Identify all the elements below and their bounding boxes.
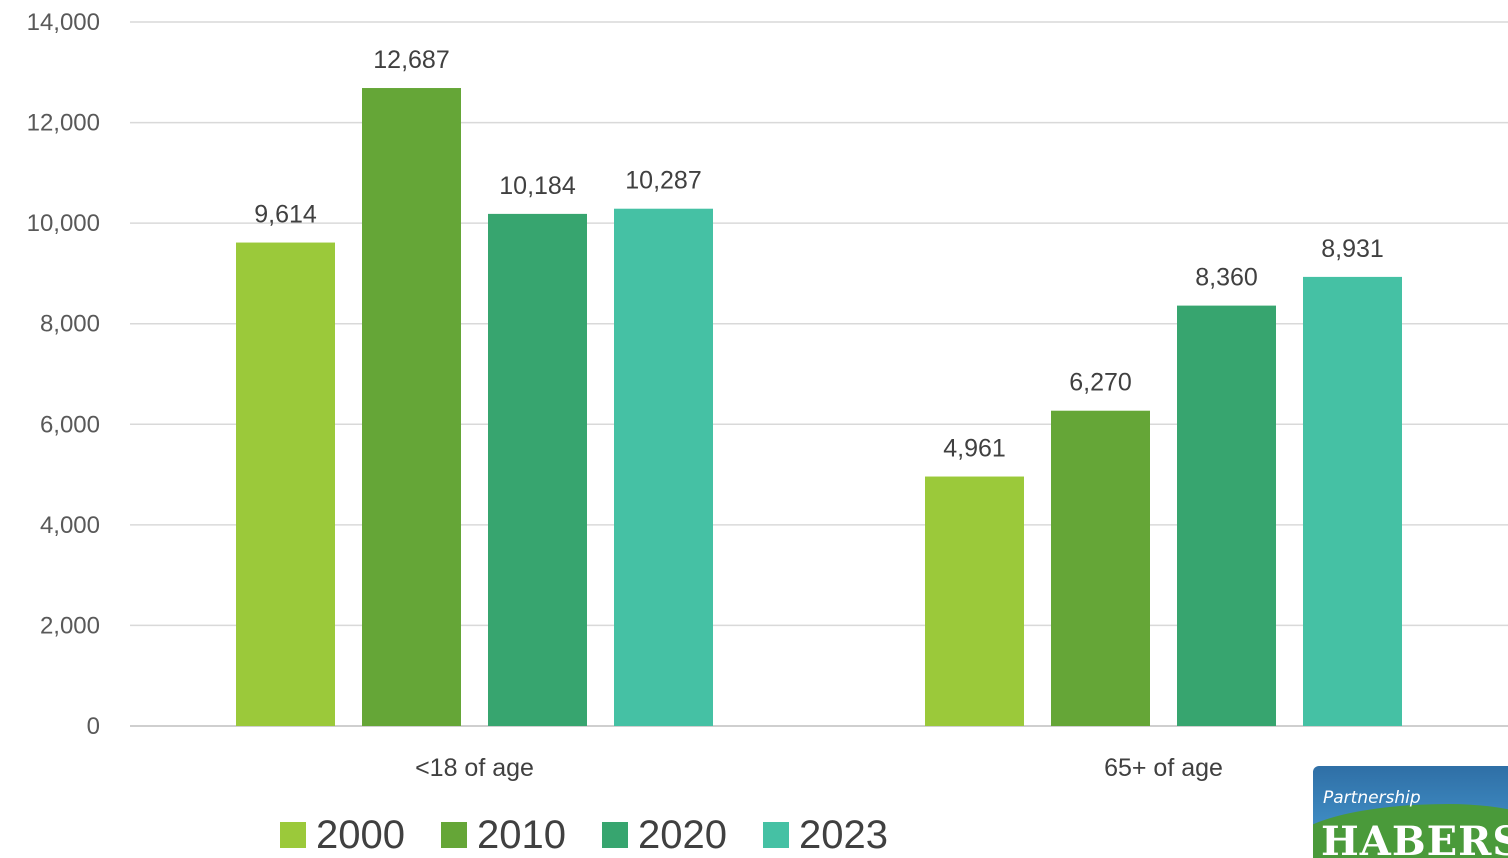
legend-swatch: [441, 822, 468, 848]
y-tick-label: 10,000: [27, 210, 100, 237]
legend-label: 2000: [316, 813, 406, 857]
legend-label: 2010: [477, 813, 566, 857]
bar: [1051, 410, 1150, 726]
data-label: 10,184: [499, 172, 576, 200]
legend-item: 2000: [280, 812, 405, 858]
gridlines: [130, 21, 1508, 727]
bar: [925, 476, 1024, 726]
bar: [1303, 276, 1402, 726]
y-axis-ticks: 0 2,000 4,000 6,000 8,000 10,000 12,000 14,000: [27, 9, 100, 740]
y-tick-label: 0: [87, 713, 100, 740]
partnership-habers-logo: Partnership HABERS: [1313, 766, 1508, 858]
legend: 2000 2010 2020 2023: [0, 812, 1508, 858]
bar: [236, 242, 335, 726]
y-tick-label: 4,000: [40, 512, 100, 539]
data-label: 12,687: [373, 46, 449, 74]
bar: [362, 88, 461, 726]
logo-big-text: HABERS: [1321, 818, 1508, 858]
data-label: 9,614: [254, 201, 317, 229]
data-label: 4,961: [943, 435, 1006, 463]
data-label: 8,931: [1321, 235, 1384, 263]
legend-label: 2020: [638, 813, 727, 857]
legend-swatch: [602, 822, 628, 848]
y-tick-label: 6,000: [40, 411, 100, 438]
y-tick-label: 12,000: [27, 110, 100, 137]
bar: [614, 208, 713, 726]
bar: [1177, 305, 1276, 726]
bar: [488, 213, 587, 727]
logo-small-text: Partnership: [1323, 788, 1421, 808]
legend-swatch: [762, 822, 789, 848]
legend-item: 2023: [762, 812, 888, 858]
bar-chart: 02,0004,0006,0008,00010,00012,00014,000 …: [27, 9, 1508, 782]
data-label: 8,360: [1195, 264, 1258, 292]
bars: [236, 88, 1402, 727]
data-label: 10,287: [625, 167, 701, 195]
legend-swatch: [280, 822, 307, 848]
data-label: 6,270: [1069, 369, 1132, 397]
category-label: 65+ of age: [1104, 754, 1223, 782]
category-labels: <18 of age 65+ of age: [415, 754, 1223, 782]
y-tick-label: 8,000: [40, 311, 100, 338]
legend-item: 2010: [441, 812, 566, 858]
legend-item: 2020: [602, 812, 727, 858]
y-tick-label: 2,000: [40, 612, 100, 639]
category-label: <18 of age: [415, 754, 534, 782]
legend-label: 2023: [798, 813, 888, 857]
y-tick-label: 14,000: [27, 9, 100, 36]
data-labels: 9,614 12,687 10,184 10,287 4,961 6,270 8,360 8,…: [254, 46, 1384, 463]
